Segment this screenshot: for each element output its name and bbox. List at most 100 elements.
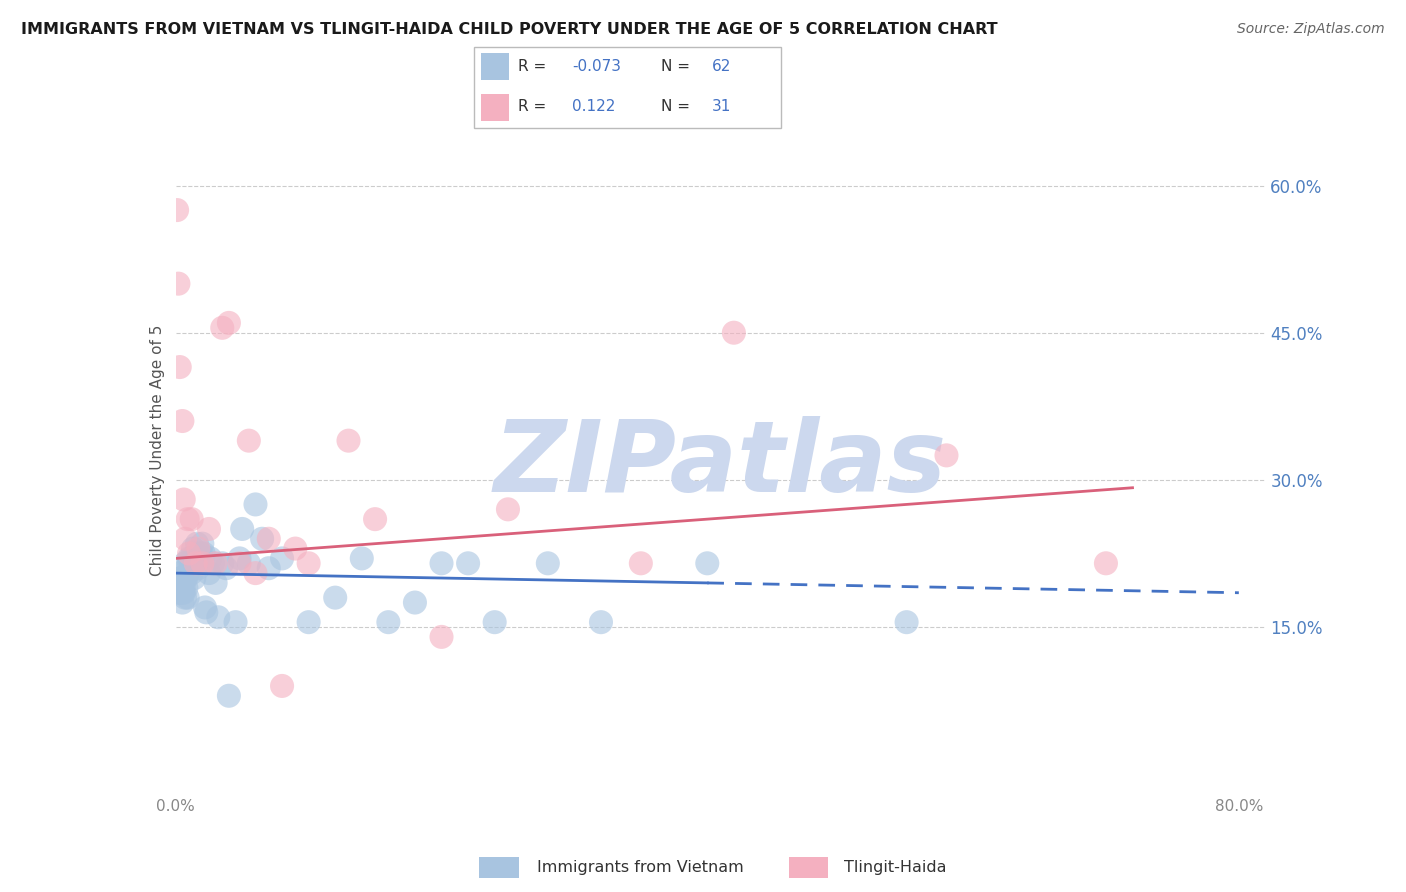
Point [496, 502, 519, 516]
Text: 0.122: 0.122 [572, 99, 616, 114]
Point [696, 557, 718, 571]
Point [238, 434, 260, 448]
Point [195, 605, 218, 619]
Point [170, 571, 193, 585]
Text: ZIPatlas: ZIPatlas [494, 416, 948, 513]
Point [174, 571, 197, 585]
Point [180, 566, 202, 581]
Point [184, 546, 207, 561]
Point [201, 557, 224, 571]
Point [896, 615, 918, 630]
Point [484, 615, 506, 630]
Point [207, 610, 229, 624]
Point [245, 566, 267, 581]
Point [198, 522, 221, 536]
Text: N =: N = [661, 99, 695, 114]
Point [187, 541, 209, 556]
Point [1095, 557, 1118, 571]
Point [231, 522, 253, 536]
Point [177, 512, 200, 526]
Point [174, 532, 197, 546]
Point [167, 586, 190, 600]
Point [215, 561, 238, 575]
Point [177, 591, 200, 605]
Text: Immigrants from Vietnam: Immigrants from Vietnam [537, 860, 744, 874]
Point [228, 557, 250, 571]
Bar [481, 54, 509, 80]
Point [170, 581, 193, 595]
Point [173, 586, 195, 600]
Point [211, 321, 233, 335]
Point [204, 557, 226, 571]
Point [187, 561, 209, 575]
Point [284, 541, 307, 556]
Point [200, 551, 222, 566]
Point [180, 512, 202, 526]
Text: 62: 62 [711, 59, 731, 74]
Text: -0.073: -0.073 [572, 59, 621, 74]
Point [377, 615, 399, 630]
Point [173, 581, 195, 595]
Point [211, 557, 233, 571]
Point [176, 561, 198, 575]
Point [723, 326, 745, 340]
Text: 31: 31 [711, 99, 731, 114]
Point [169, 359, 191, 375]
Point [177, 566, 200, 581]
Point [218, 689, 240, 703]
Point [364, 512, 387, 526]
Point [186, 537, 208, 551]
Point [181, 541, 204, 556]
Point [177, 546, 200, 561]
Point [167, 277, 190, 291]
Text: Source: ZipAtlas.com: Source: ZipAtlas.com [1237, 22, 1385, 37]
Point [172, 586, 194, 600]
Point [630, 557, 652, 571]
Point [589, 615, 612, 630]
Point [323, 591, 346, 605]
Point [179, 551, 201, 566]
Point [166, 203, 188, 218]
Point [271, 679, 294, 693]
Point [184, 557, 207, 571]
Point [271, 551, 294, 566]
Point [183, 571, 205, 585]
Point [180, 557, 202, 571]
Text: R =: R = [519, 59, 551, 74]
Point [198, 566, 221, 581]
Point [177, 557, 200, 571]
Point [257, 532, 280, 546]
Point [169, 586, 191, 600]
Point [228, 551, 250, 566]
Text: R =: R = [519, 99, 557, 114]
Point [225, 615, 247, 630]
Point [204, 576, 226, 591]
Bar [479, 856, 519, 879]
Point [190, 546, 212, 561]
Text: IMMIGRANTS FROM VIETNAM VS TLINGIT-HAIDA CHILD POVERTY UNDER THE AGE OF 5 CORREL: IMMIGRANTS FROM VIETNAM VS TLINGIT-HAIDA… [21, 22, 998, 37]
Point [457, 557, 479, 571]
Point [176, 581, 198, 595]
Point [188, 551, 211, 566]
Point [298, 557, 321, 571]
Point [174, 591, 197, 605]
Point [169, 576, 191, 591]
Point [218, 316, 240, 330]
Point [194, 600, 217, 615]
Point [430, 630, 453, 644]
Point [238, 557, 260, 571]
Point [935, 449, 957, 463]
Point [257, 561, 280, 575]
Point [166, 581, 188, 595]
Point [537, 557, 560, 571]
Point [245, 498, 267, 512]
FancyBboxPatch shape [474, 47, 782, 128]
Point [173, 492, 195, 507]
Text: N =: N = [661, 59, 695, 74]
Point [404, 596, 426, 610]
Point [298, 615, 321, 630]
Point [172, 414, 194, 428]
Text: Tlingit-Haida: Tlingit-Haida [844, 860, 946, 874]
Bar [481, 94, 509, 120]
Point [176, 571, 198, 585]
